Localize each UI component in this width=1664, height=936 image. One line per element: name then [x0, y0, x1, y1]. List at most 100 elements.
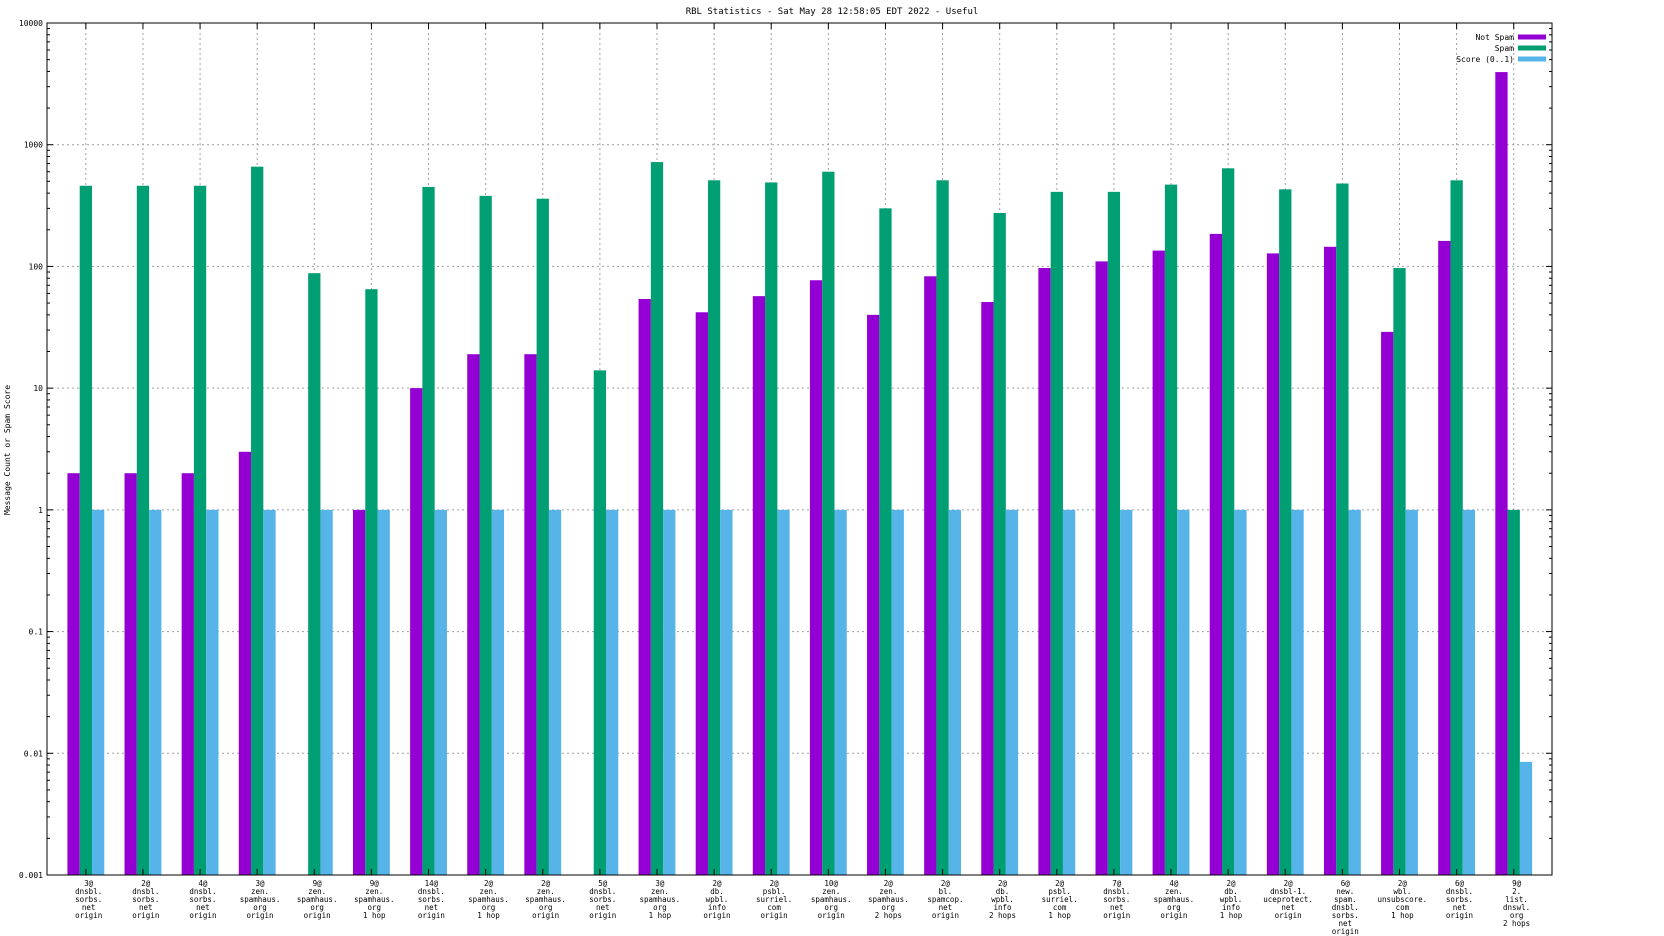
bar-score-0-1: [1234, 509, 1247, 875]
bar-score-0-1: [491, 509, 505, 875]
x-tick-label: 2@ bl. spamcop. net origin: [927, 879, 963, 920]
bar-not-spam: [867, 314, 880, 876]
y-tick-label: 1000: [24, 141, 43, 150]
bar-spam: [1050, 191, 1063, 876]
bar-spam: [251, 166, 264, 876]
bar-not-spam: [1152, 250, 1165, 876]
x-tick-label: 2@ db. wpbl. info 2 hops: [989, 879, 1016, 920]
bar-not-spam: [67, 473, 80, 875]
y-axis-label: Message Count or Spam Score: [3, 385, 12, 515]
bar-not-spam: [1323, 246, 1337, 875]
x-tick-label: 6@ dnsbl. sorbs. net origin: [1446, 879, 1473, 920]
x-tick-label: 4@ dnsbl. sorbs. net origin: [189, 879, 216, 920]
bar-spam: [707, 180, 721, 875]
y-tick-label: 100: [29, 262, 44, 271]
bar-not-spam: [924, 276, 937, 875]
bar-spam: [536, 198, 549, 875]
bar-spam: [993, 212, 1006, 875]
x-tick-label: 9@ zen. spamhaus. org origin: [297, 879, 338, 920]
x-tick-label: 6@ new. spam. dnsbl. sorbs. net origin: [1332, 879, 1359, 936]
bar-score-0-1: [1177, 509, 1190, 875]
bar-not-spam: [124, 473, 137, 875]
bar-not-spam: [809, 280, 823, 875]
bar-score-0-1: [548, 509, 562, 875]
x-tick-label: 7@ dnsbl. sorbs. net origin: [1103, 879, 1130, 920]
x-tick-label: 2@ dnsbl-1. uceprotect. net origin: [1263, 879, 1313, 920]
bar-not-spam: [1209, 233, 1223, 875]
x-tick-label: 5@ dnsbl. sorbs. net origin: [589, 879, 616, 920]
y-tick-label: 0.001: [19, 871, 43, 880]
y-tick-label: 0.01: [24, 749, 43, 758]
bar-spam: [136, 185, 150, 875]
bar-not-spam: [352, 509, 366, 875]
x-tick-label: 2@ psbl. surriel. com 1 hop: [1042, 879, 1078, 920]
bar-score-0-1: [91, 509, 105, 875]
bar-not-spam: [1495, 72, 1508, 875]
bar-not-spam: [1381, 331, 1394, 875]
bar-spam: [1222, 168, 1235, 876]
bar-spam: [1393, 268, 1406, 875]
x-tick-label: 2@ db. wpbl. info 1 hop: [1220, 879, 1243, 920]
legend-swatch: [1518, 56, 1546, 62]
bar-score-0-1: [1519, 761, 1533, 875]
x-axis-labels: 3@ dnsbl. sorbs. net origin 2@ dnsbl. sorbs. net…: [75, 879, 1530, 936]
bar-score-0-1: [777, 509, 790, 875]
bar-score-0-1: [1062, 509, 1076, 875]
bar-not-spam: [1266, 253, 1280, 876]
x-tick-label: 3@ dnsbl. sorbs. net origin: [75, 879, 102, 920]
bar-not-spam: [524, 354, 537, 875]
bar-spam: [365, 289, 378, 875]
bar-score-0-1: [1462, 509, 1476, 875]
bar-spam: [765, 182, 778, 875]
x-tick-label: 2@ zen. spamhaus. org origin: [525, 879, 566, 920]
bar-score-0-1: [1405, 509, 1418, 875]
bar-score-0-1: [720, 509, 733, 875]
bar-score-0-1: [377, 509, 390, 875]
bar-spam: [422, 186, 435, 875]
bar-spam: [308, 273, 321, 876]
bar-spam: [936, 180, 949, 875]
bar-score-0-1: [663, 509, 676, 875]
x-tick-label: 14@ dnsbl. sorbs. net origin: [418, 879, 445, 920]
bar-spam: [1279, 189, 1292, 875]
x-tick-label: 4@ zen. spamhaus. org origin: [1154, 879, 1195, 920]
legend-label: Not Spam: [1475, 33, 1514, 42]
bars: [67, 72, 1533, 876]
bar-not-spam: [752, 296, 766, 875]
plot-frame: [46, 22, 1553, 876]
y-axis-ticks: 0.001 0.01 0.1 1 10 100 1000 10000: [19, 19, 1552, 880]
bar-score-0-1: [606, 509, 619, 875]
legend-swatch: [1518, 34, 1546, 40]
x-tick-label: 9@ zen. spamhaus. org 1 hop: [354, 879, 395, 920]
bar-spam: [193, 185, 207, 875]
bar-spam: [879, 208, 892, 876]
bar-spam: [1450, 180, 1463, 875]
x-tick-label: 3@ zen. spamhaus. org origin: [240, 879, 281, 920]
x-tick-label: 2@ db. wpbl. info origin: [703, 879, 730, 920]
bar-not-spam: [467, 354, 480, 875]
bar-score-0-1: [320, 509, 333, 875]
bar-spam: [479, 195, 492, 876]
bar-spam: [1507, 509, 1520, 875]
bar-not-spam: [695, 312, 708, 875]
bar-score-0-1: [1120, 509, 1133, 875]
bar-score-0-1: [891, 509, 904, 875]
bar-score-0-1: [263, 509, 276, 875]
x-tick-label: 3@ zen. spamhaus. org 1 hop: [640, 879, 681, 920]
bar-score-0-1: [149, 509, 162, 875]
bar-not-spam: [1095, 261, 1108, 875]
chart-title: RBL Statistics - Sat May 28 12:58:05 EDT…: [686, 7, 979, 17]
bar-spam: [650, 162, 664, 875]
x-tick-label: 2@ psbl. surriel. com origin: [756, 879, 792, 920]
bar-not-spam: [238, 451, 252, 875]
bar-score-0-1: [948, 509, 961, 875]
legend-label: Spam: [1495, 44, 1514, 53]
x-tick-label: 2@ wbl. unsubscore. com 1 hop: [1378, 879, 1428, 920]
legend: Not Spam Spam Score (0..1): [1456, 33, 1546, 64]
x-tick-label: 10@ zen. spamhaus. org origin: [811, 879, 852, 920]
bar-score-0-1: [834, 509, 847, 875]
bar-score-0-1: [434, 509, 447, 875]
legend-swatch: [1518, 45, 1546, 51]
bar-spam: [822, 171, 835, 876]
